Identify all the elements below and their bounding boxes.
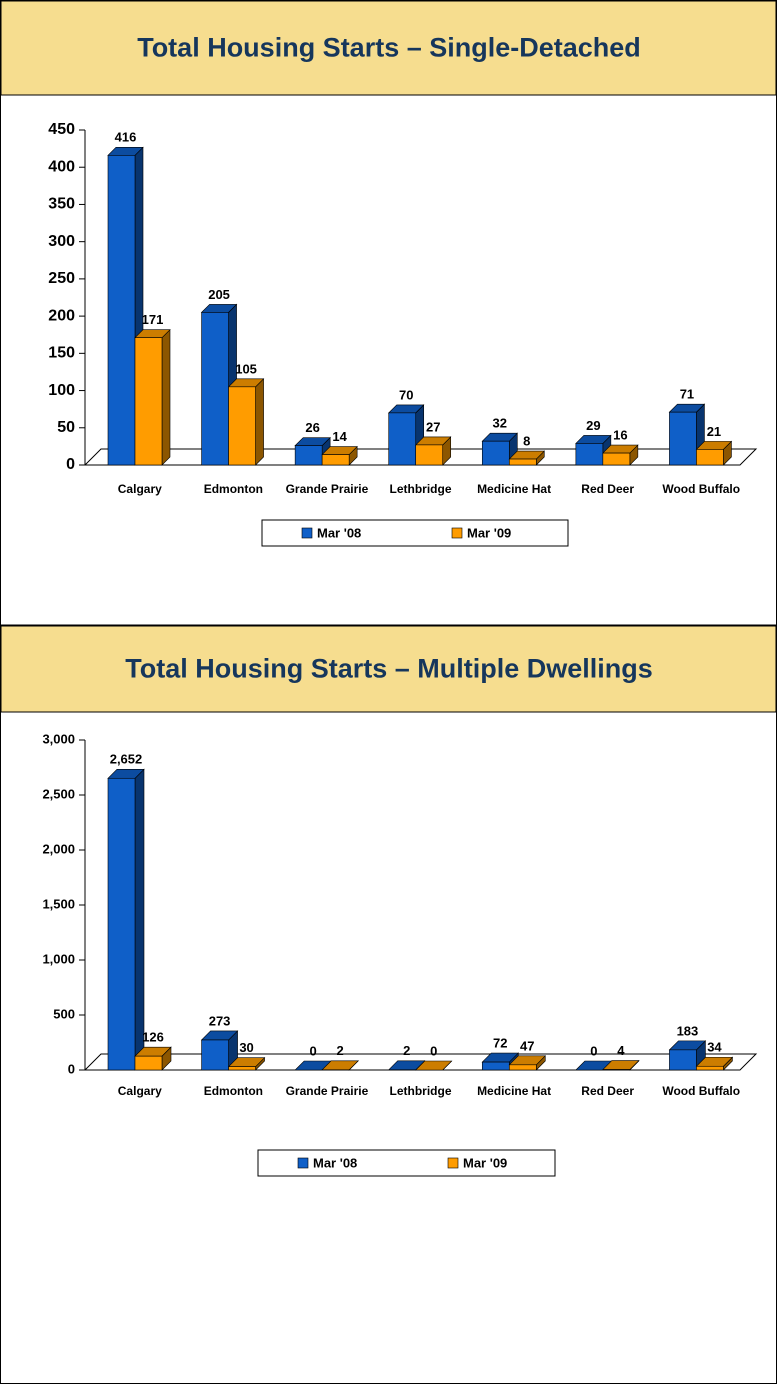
bar: [509, 1065, 536, 1070]
bar: [509, 459, 536, 465]
y-tick-label: 350: [48, 196, 75, 213]
y-tick-label: 0: [66, 456, 75, 473]
value-label: 2: [403, 1043, 410, 1058]
y-tick-label: 200: [48, 307, 75, 324]
value-label: 34: [707, 1040, 722, 1055]
legend-label: Mar '09: [463, 1155, 507, 1170]
x-tick-label: Red Deer: [581, 482, 634, 496]
value-label: 21: [707, 424, 721, 439]
value-label: 0: [430, 1043, 437, 1058]
bar: [108, 778, 135, 1070]
bar-side: [162, 330, 170, 465]
y-tick-label: 50: [57, 419, 75, 436]
value-label: 14: [332, 429, 347, 444]
value-label: 32: [493, 416, 507, 431]
x-tick-label: Grande Prairie: [286, 482, 369, 496]
y-tick-label: 1,500: [42, 896, 75, 911]
value-label: 0: [590, 1043, 597, 1058]
bar-side: [135, 769, 144, 1070]
bar: [669, 412, 696, 465]
x-tick-label: Calgary: [118, 1084, 162, 1098]
x-tick-label: Edmonton: [204, 1084, 263, 1098]
y-tick-label: 100: [48, 382, 75, 399]
value-label: 72: [493, 1036, 507, 1051]
value-label: 0: [310, 1043, 317, 1058]
y-tick-label: 400: [48, 158, 75, 175]
bar: [696, 449, 723, 465]
value-label: 2: [337, 1043, 344, 1058]
value-label: 26: [305, 420, 319, 435]
bar: [389, 413, 416, 465]
legend-label: Mar '08: [313, 1155, 357, 1170]
value-label: 273: [209, 1013, 231, 1028]
bar: [322, 455, 349, 465]
y-tick-label: 2,000: [42, 841, 75, 856]
y-tick-label: 1,000: [42, 951, 75, 966]
x-tick-label: Red Deer: [581, 1084, 634, 1098]
bar: [229, 1067, 256, 1070]
bar: [669, 1050, 696, 1070]
value-label: 47: [520, 1038, 534, 1053]
legend-swatch: [298, 1158, 308, 1168]
value-label: 71: [680, 387, 694, 402]
y-tick-label: 150: [48, 345, 75, 362]
x-tick-label: Edmonton: [204, 482, 263, 496]
legend-label: Mar '09: [467, 525, 511, 540]
value-label: 27: [426, 419, 440, 434]
x-tick-label: Wood Buffalo: [662, 482, 740, 496]
value-label: 70: [399, 387, 413, 402]
value-label: 105: [235, 361, 257, 376]
value-label: 30: [239, 1040, 253, 1055]
bar: [108, 155, 135, 465]
bar: [295, 446, 322, 465]
bar: [416, 445, 443, 465]
legend-swatch: [448, 1158, 458, 1168]
y-tick-label: 450: [48, 121, 75, 138]
value-label: 8: [523, 433, 530, 448]
x-tick-label: Calgary: [118, 482, 162, 496]
value-label: 4: [617, 1043, 625, 1058]
y-tick-label: 2,500: [42, 786, 75, 801]
bar: [229, 387, 256, 465]
bar: [603, 453, 630, 465]
bar: [202, 312, 229, 465]
bar-side: [256, 379, 264, 465]
bar: [482, 1062, 509, 1070]
value-label: 16: [613, 428, 627, 443]
x-tick-label: Lethbridge: [390, 1084, 452, 1098]
y-tick-label: 500: [53, 1006, 75, 1021]
value-label: 171: [142, 312, 164, 327]
x-tick-label: Medicine Hat: [477, 482, 551, 496]
x-tick-label: Lethbridge: [390, 482, 452, 496]
bar: [482, 441, 509, 465]
legend-swatch: [302, 528, 312, 538]
y-tick-label: 3,000: [42, 731, 75, 746]
legend-label: Mar '08: [317, 525, 361, 540]
chart-title: Total Housing Starts – Multiple Dwelling…: [125, 654, 653, 684]
bar: [135, 1056, 162, 1070]
value-label: 416: [115, 130, 137, 145]
value-label: 126: [142, 1030, 164, 1045]
y-tick-label: 0: [68, 1061, 75, 1076]
bar: [696, 1066, 723, 1070]
y-tick-label: 250: [48, 270, 75, 287]
bar: [202, 1040, 229, 1070]
value-label: 2,652: [110, 752, 143, 767]
value-label: 29: [586, 418, 600, 433]
legend-swatch: [452, 528, 462, 538]
bar: [135, 338, 162, 465]
value-label: 205: [208, 287, 230, 302]
x-tick-label: Grande Prairie: [286, 1084, 369, 1098]
value-label: 183: [677, 1023, 699, 1038]
x-tick-label: Wood Buffalo: [662, 1084, 740, 1098]
chart-title: Total Housing Starts – Single-Detached: [137, 33, 641, 63]
bar: [576, 443, 603, 465]
y-tick-label: 300: [48, 233, 75, 250]
x-tick-label: Medicine Hat: [477, 1084, 551, 1098]
